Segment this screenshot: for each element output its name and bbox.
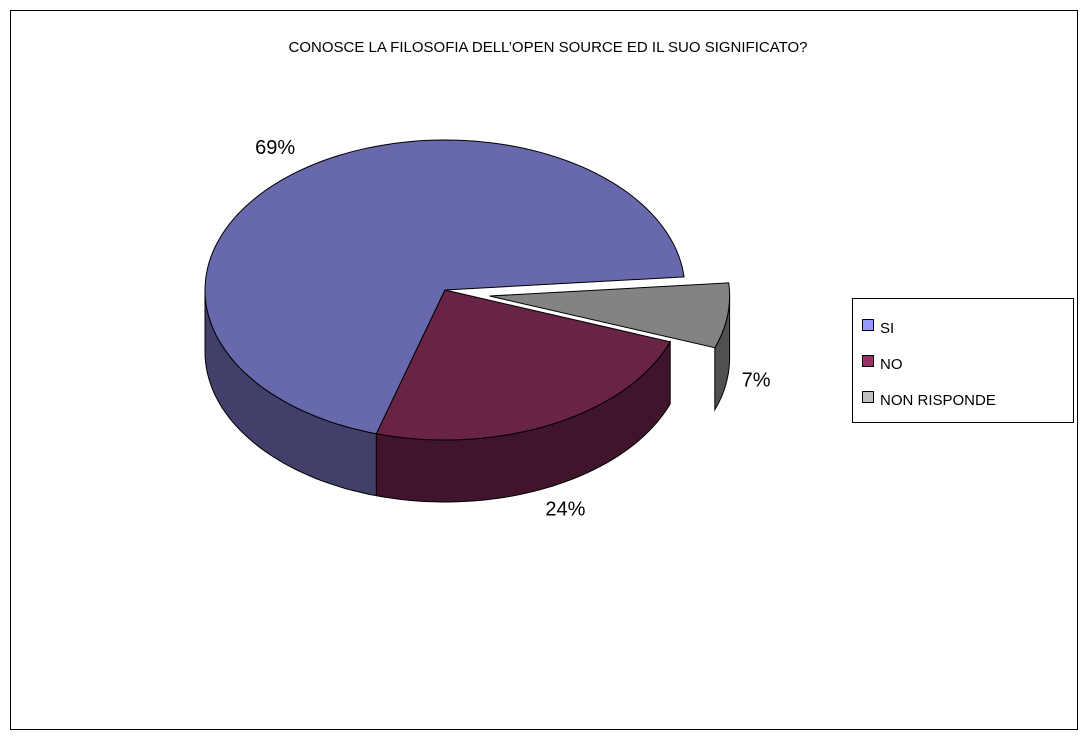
data-label: 69% [255, 137, 295, 159]
pie-slice [489, 282, 731, 349]
legend-swatch [862, 355, 874, 367]
legend-swatch [862, 391, 874, 403]
pie-slice [375, 289, 671, 441]
legend-label: NO [880, 356, 903, 373]
legend-box [852, 298, 1074, 423]
pie-slice [204, 139, 685, 435]
legend-swatch [862, 319, 874, 331]
data-label: 7% [742, 370, 771, 392]
chart-title: CONOSCE LA FILOSOFIA DELL’OPEN SOURCE ED… [288, 39, 807, 56]
legend-label: NON RISPONDE [880, 392, 996, 409]
data-label: 24% [545, 499, 585, 521]
legend-label: SI [880, 320, 894, 337]
